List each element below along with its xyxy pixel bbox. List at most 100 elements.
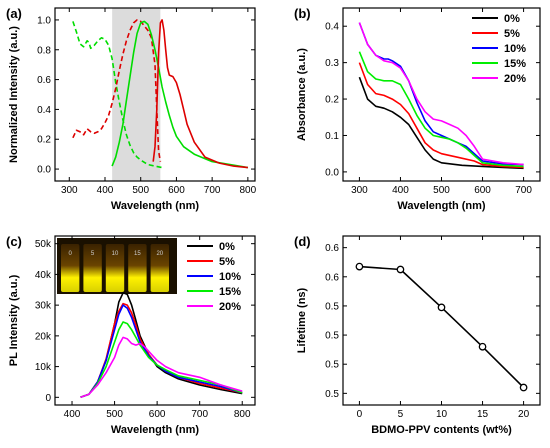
series-point xyxy=(396,265,405,274)
x-tick-label: 10 xyxy=(436,409,448,420)
x-tick-label: 400 xyxy=(392,185,409,196)
x-tick-label: 500 xyxy=(106,409,123,420)
series-line-15% xyxy=(80,321,243,399)
series-line-10% xyxy=(358,22,524,166)
inset-vial xyxy=(105,244,125,292)
y-axis-label: Absorbance (a.u.) xyxy=(296,48,308,141)
series-point xyxy=(478,342,487,351)
y-tick-label: 0.2 xyxy=(325,95,339,106)
x-tick-label: 800 xyxy=(240,185,257,196)
y-tick-label: 0.0 xyxy=(325,167,339,178)
x-tick-label: 5 xyxy=(398,409,404,420)
x-axis-label: Wavelength (nm) xyxy=(111,424,200,436)
y-tick-label: 0 xyxy=(45,393,51,404)
y-axis-label: Normalized Intensity (a.u.) xyxy=(8,26,20,163)
panel-label: (b) xyxy=(294,6,311,21)
legend-entry: 5% xyxy=(219,256,235,268)
legend-entry: 15% xyxy=(219,286,241,298)
series-point xyxy=(519,383,528,392)
series-line-0% xyxy=(358,76,524,170)
series-line-15% xyxy=(358,51,524,168)
axes-frame xyxy=(342,235,541,406)
legend-entry: 10% xyxy=(504,43,526,55)
y-tick-label: 0.2 xyxy=(37,135,51,146)
y-tick-label: 0.4 xyxy=(325,22,339,33)
y-tick-label: 0.0 xyxy=(37,165,51,176)
x-tick-label: 20 xyxy=(518,409,530,420)
series-line-solid-3 xyxy=(152,19,248,169)
inset-vial-label: 10 xyxy=(112,251,119,257)
x-axis-label: Wavelength (nm) xyxy=(111,200,200,212)
x-tick-label: 700 xyxy=(191,409,208,420)
legend-entry: 0% xyxy=(219,241,235,253)
y-tick-label: 0.1 xyxy=(325,131,339,142)
y-tick-label: 0.4 xyxy=(37,105,51,116)
inset-vial xyxy=(150,244,169,292)
y-tick-label: 0.5 xyxy=(325,301,339,312)
x-tick-label: 400 xyxy=(64,409,81,420)
y-tick-label: 10k xyxy=(35,362,52,373)
series-point xyxy=(437,303,446,312)
y-tick-label: 40k xyxy=(35,270,52,281)
legend-entry: 20% xyxy=(219,301,241,313)
series-line-dashed-0 xyxy=(72,21,163,169)
panel-label: (d) xyxy=(294,234,311,249)
x-tick-label: 15 xyxy=(477,409,489,420)
y-tick-label: 0.6 xyxy=(37,75,51,86)
inset-vial xyxy=(61,244,80,292)
legend-entry: 20% xyxy=(504,73,526,85)
x-tick-label: 0 xyxy=(357,409,363,420)
series-line-10% xyxy=(80,304,243,399)
series-point xyxy=(355,262,364,271)
inset-vial-label: 0 xyxy=(69,251,73,257)
x-tick-label: 300 xyxy=(61,185,78,196)
series-line-dashed-1 xyxy=(72,19,162,162)
legend-entry: 15% xyxy=(504,58,526,70)
inset-vial-label: 20 xyxy=(156,251,163,257)
x-tick-label: 600 xyxy=(474,185,491,196)
legend-entry: 0% xyxy=(504,13,520,25)
y-tick-label: 30k xyxy=(35,301,52,312)
x-tick-label: 800 xyxy=(234,409,251,420)
axes-frame xyxy=(54,235,256,406)
inset-vial xyxy=(128,244,147,292)
x-tick-label: 400 xyxy=(97,185,114,196)
x-tick-label: 600 xyxy=(149,409,166,420)
x-tick-label: 600 xyxy=(168,185,185,196)
x-tick-label: 500 xyxy=(132,185,149,196)
series-line-20% xyxy=(358,22,524,166)
y-tick-label: 1.0 xyxy=(37,15,51,26)
y-tick-label: 0.5 xyxy=(325,360,339,371)
x-axis-label: Wavelength (nm) xyxy=(397,200,486,212)
y-tick-label: 0.5 xyxy=(325,331,339,342)
series-line-0% xyxy=(80,292,243,399)
y-tick-label: 0.6 xyxy=(325,272,339,283)
y-axis-label: Lifetime (ns) xyxy=(296,287,308,353)
y-tick-label: 50k xyxy=(35,239,52,250)
panel-label: (c) xyxy=(6,234,22,249)
inset-photo: 0 5 10 15 20 xyxy=(57,238,177,294)
legend-entry: 5% xyxy=(504,28,520,40)
x-tick-label: 500 xyxy=(433,185,450,196)
y-tick-label: 0.6 xyxy=(325,243,339,254)
panel-label: (a) xyxy=(6,6,22,21)
y-tick-label: 0.3 xyxy=(325,58,339,69)
inset-vial-label: 5 xyxy=(91,251,95,257)
x-axis-label: BDMO-PPV contents (wt%) xyxy=(371,424,512,436)
inset-vial-label: 15 xyxy=(134,251,141,257)
series-line-solid-2 xyxy=(111,20,249,169)
series-line-5% xyxy=(358,62,524,169)
inset-vial xyxy=(83,244,102,292)
series-line-solid-0 xyxy=(359,265,525,389)
y-tick-label: 0.5 xyxy=(325,389,339,400)
y-tick-label: 20k xyxy=(35,331,52,342)
series-line-20% xyxy=(80,336,243,399)
legend-entry: 10% xyxy=(219,271,241,283)
y-axis-label: PL Intensity (a.u.) xyxy=(8,274,20,366)
axes-frame xyxy=(54,7,256,182)
y-tick-label: 0.8 xyxy=(37,45,51,56)
x-tick-label: 300 xyxy=(351,185,368,196)
x-tick-label: 700 xyxy=(204,185,221,196)
x-tick-label: 700 xyxy=(515,185,532,196)
